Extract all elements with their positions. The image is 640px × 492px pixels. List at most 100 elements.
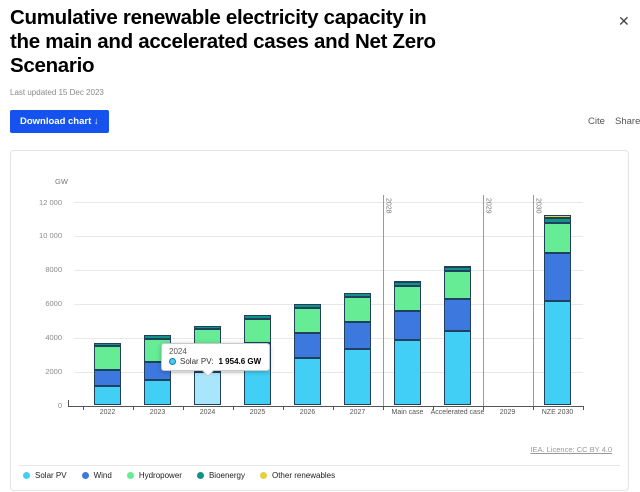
chart-plot-area: 0 2000 4000 6000 8000 10 000 12 000 2028 2029 203…: [11, 151, 628, 490]
y-tick-label-0: 0: [57, 401, 62, 410]
bar-segment-hydropower-2026[interactable]: [294, 307, 321, 333]
x-axis-tick: [232, 405, 234, 410]
x-axis-tick: [132, 405, 134, 410]
bioenergy-legend-dot-icon: [196, 472, 204, 479]
chart-card: GW 0 2000 4000 6000 8000 10 000 12 000 2028 2029…: [10, 150, 629, 491]
legend-item-bioenergy[interactable]: Bioenergy: [196, 471, 245, 480]
bar-segment-bioenergy-2026[interactable]: [294, 303, 321, 308]
bar-segment-wind-2026[interactable]: [294, 332, 321, 358]
bar-segment-wind-accelerated-case[interactable]: [444, 298, 471, 332]
gridline-2000: [74, 371, 583, 373]
page-title-line1: Cumulative renewable electricity capacit…: [10, 6, 427, 29]
bar-segment-wind-2022[interactable]: [94, 370, 121, 386]
cite-link[interactable]: Cite: [588, 116, 605, 127]
x-axis-label-2022: 2022: [99, 409, 116, 416]
bar-segment-solar-pv-2023[interactable]: [144, 379, 171, 406]
source-licence-link[interactable]: IEA. Licence: CC BY 4.0: [530, 445, 612, 454]
x-axis-tick: [382, 405, 384, 410]
bar-segment-wind-nze-2030[interactable]: [544, 252, 571, 302]
x-axis-tick: [582, 405, 584, 410]
bar-segment-solar-pv-main-case[interactable]: [394, 340, 421, 406]
x-axis-tick: [482, 405, 484, 410]
bar-segment-bioenergy-2024[interactable]: [194, 325, 221, 330]
x-axis-label-main-case: Main case: [391, 409, 424, 416]
gridline-4000: [74, 337, 583, 339]
bar-segment-solar-pv-2027[interactable]: [344, 349, 371, 406]
x-axis-tick: [432, 405, 434, 410]
y-axis-unit-label: GW: [55, 177, 68, 186]
x-axis-label-2024: 2024: [199, 409, 216, 416]
bar-segment-solar-pv-2025[interactable]: [244, 365, 271, 406]
tooltip-series-label: Solar PV:: [180, 357, 214, 366]
bar-segment-hydropower-2022[interactable]: [94, 346, 121, 371]
x-axis-label-accelerated-case: Accelerated case: [430, 409, 485, 416]
bar-segment-solar-pv-accelerated-case[interactable]: [444, 331, 471, 406]
x-axis-label-2029: 2029: [499, 409, 516, 416]
page-title-line3: Scenario: [10, 53, 95, 77]
x-axis-label-2027: 2027: [349, 409, 366, 416]
legend-item-solar-pv[interactable]: Solar PV: [23, 471, 67, 480]
legend-item-wind[interactable]: Wind: [81, 471, 112, 480]
chart-legend: Solar PV Wind Hydropower Bioenergy Other ren…: [23, 471, 335, 480]
page-title: Cumulative renewable electricity capacit…: [10, 6, 585, 77]
scenario-line-label-2028: 2028: [384, 198, 392, 214]
bar-segment-solar-pv-2024[interactable]: [194, 372, 221, 406]
share-link[interactable]: Share: [615, 116, 640, 127]
x-axis-line: [68, 405, 583, 407]
bar-segment-hydropower-accelerated-case[interactable]: [444, 270, 471, 299]
close-icon[interactable]: ✕: [618, 13, 630, 29]
x-axis-tick: [182, 405, 184, 410]
wind-legend-dot-icon: [81, 472, 89, 479]
tooltip-value: 1 954.6 GW: [218, 357, 262, 366]
bar-segment-other-renewables-main-case[interactable]: [394, 280, 421, 283]
page-title-line2: the main and accelerated cases and Net Z…: [10, 29, 436, 53]
bar-segment-other-renewables-nze-2030[interactable]: [544, 214, 571, 218]
scenario-line-label-2030: 2030: [534, 198, 542, 214]
scenario-line-2029: [482, 195, 484, 406]
solar-pv-dot-icon: [169, 358, 176, 365]
x-axis-label-2025: 2025: [249, 409, 266, 416]
bar-segment-bioenergy-2022[interactable]: [94, 343, 121, 347]
x-axis-tick: [532, 405, 534, 410]
bar-segment-solar-pv-2026[interactable]: [294, 357, 321, 406]
bar-segment-hydropower-2025[interactable]: [244, 319, 271, 344]
bar-segment-bioenergy-2025[interactable]: [244, 315, 271, 319]
legend-label-other-renewables: Other renewables: [271, 471, 336, 480]
y-tick-label-8000: 8000: [45, 265, 62, 275]
chart-tooltip: 2024 Solar PV: 1 954.6 GW: [161, 343, 271, 377]
bar-segment-bioenergy-2023[interactable]: [144, 335, 171, 339]
gridline-10000: [74, 235, 583, 237]
bar-segment-bioenergy-2027[interactable]: [344, 292, 371, 297]
tooltip-category: 2024: [169, 347, 187, 356]
bar-segment-solar-pv-2022[interactable]: [94, 385, 121, 406]
download-chart-button[interactable]: Download chart ↓: [10, 110, 109, 133]
legend-item-other-renewables[interactable]: Other renewables: [259, 471, 336, 480]
solar-pv-legend-dot-icon: [23, 472, 30, 479]
hydropower-legend-dot-icon: [126, 472, 134, 479]
last-updated-text: Last updated 15 Dec 2023: [10, 88, 104, 97]
y-tick-label-6000: 6000: [45, 299, 62, 309]
y-axis-stub: [68, 399, 69, 406]
gridline-12000: [74, 202, 583, 203]
bar-segment-wind-2027[interactable]: [344, 321, 371, 350]
y-tick-label-2000: 2000: [45, 367, 62, 377]
scenario-line-label-2029: 2029: [484, 198, 492, 214]
gridline-8000: [74, 269, 583, 271]
x-axis-label-nze-2030: NZE 2030: [541, 409, 574, 416]
bar-segment-hydropower-2027[interactable]: [344, 296, 371, 322]
gridline-6000: [74, 303, 583, 305]
x-axis-tick: [82, 405, 84, 410]
bar-segment-solar-pv-nze-2030[interactable]: [544, 301, 571, 406]
legend-label-bioenergy: Bioenergy: [208, 471, 245, 480]
bar-segment-wind-main-case[interactable]: [394, 310, 421, 341]
other-renewables-legend-dot-icon: [259, 472, 267, 479]
y-tick-label-4000: 4000: [45, 333, 62, 343]
legend-item-hydropower[interactable]: Hydropower: [126, 471, 182, 480]
bar-segment-hydropower-nze-2030[interactable]: [544, 223, 571, 253]
bar-segment-hydropower-main-case[interactable]: [394, 285, 421, 311]
x-axis-tick: [282, 405, 284, 410]
bar-segment-other-renewables-accelerated-case[interactable]: [444, 265, 471, 268]
scenario-line-2028: [382, 195, 384, 406]
bar-segment-bioenergy-nze-2030[interactable]: [544, 217, 571, 224]
y-tick-label-10000: 10 000: [39, 231, 62, 241]
